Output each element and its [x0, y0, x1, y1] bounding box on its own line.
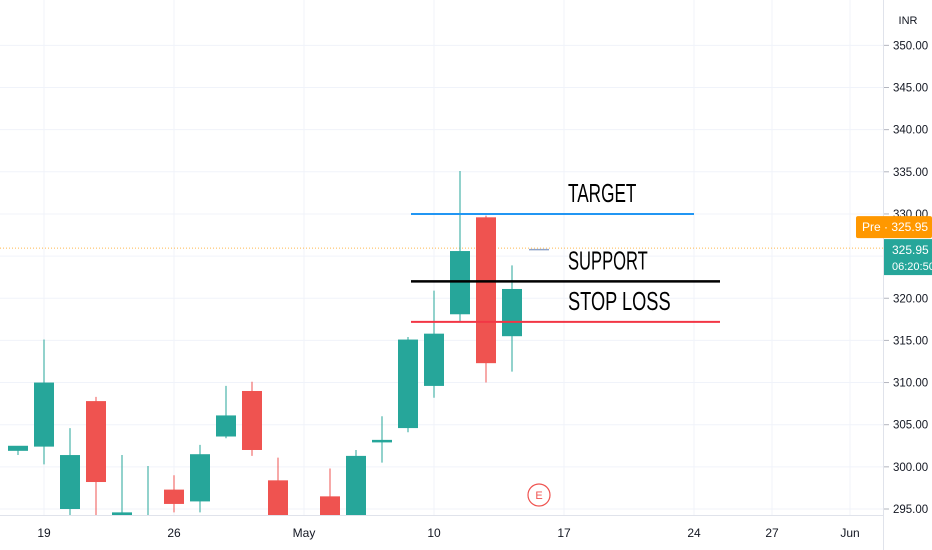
candle-body	[216, 415, 236, 437]
candle-body	[424, 333, 444, 386]
grid-lines	[0, 0, 884, 515]
x-tick-label: 27	[765, 526, 779, 540]
x-tick-label: 19	[37, 526, 51, 540]
candle-body	[242, 390, 262, 450]
annotation-lines[interactable]: TARGET SUPPORT STOP LOSS	[411, 178, 720, 323]
candle	[86, 396, 106, 523]
event-label: E	[535, 490, 542, 502]
y-tick-label: 310.00	[893, 378, 928, 390]
x-tick-label: May	[293, 526, 316, 540]
candle	[502, 265, 522, 372]
candle-body	[34, 382, 54, 447]
y-tick-label: 305.00	[893, 420, 928, 432]
candle	[190, 444, 210, 513]
y-tick-label: 335.00	[893, 167, 928, 179]
y-tick-label: 295.00	[893, 504, 928, 516]
currency-label: INR	[899, 15, 918, 27]
candle	[242, 381, 262, 456]
candle	[216, 385, 236, 439]
candle	[476, 215, 496, 383]
candle-body	[164, 489, 184, 504]
candle-body	[398, 339, 418, 429]
candle-body	[372, 439, 392, 443]
earnings-event-marker[interactable]: E	[527, 483, 551, 507]
x-tick-label: 24	[687, 526, 701, 540]
candle	[424, 290, 444, 398]
countdown-timer: 06:20:50	[892, 261, 932, 273]
candle-body	[190, 454, 210, 502]
candle	[164, 475, 184, 513]
candle	[34, 339, 54, 465]
x-axis-ticks: 19 26 May 10 17 24 27 Jun	[37, 526, 859, 540]
pre-badge-label: Pre · 325.95	[862, 220, 928, 234]
event-circle	[527, 483, 551, 507]
x-tick-label: 26	[167, 526, 181, 540]
candle-body	[8, 445, 28, 451]
last-price-value: 325.95	[892, 243, 929, 257]
candle	[112, 455, 132, 526]
y-tick-label: 320.00	[893, 293, 928, 305]
x-tick-label: Jun	[840, 526, 859, 540]
candle-body	[60, 455, 80, 509]
y-tick-label: 315.00	[893, 335, 928, 347]
candle-body	[112, 512, 132, 518]
annotation-label: SUPPORT	[568, 245, 648, 275]
last-price-badge	[884, 239, 932, 276]
candles	[8, 170, 522, 547]
y-tick-label: 340.00	[893, 125, 928, 137]
candle-body	[86, 401, 106, 483]
candle-body	[450, 251, 470, 315]
candle-body	[502, 288, 522, 337]
annotation-label: STOP LOSS	[568, 286, 671, 316]
candle	[450, 170, 470, 322]
candle	[60, 428, 80, 518]
x-tick-label: 10	[427, 526, 441, 540]
y-tick-label: 300.00	[893, 462, 928, 474]
y-tick-label: 345.00	[893, 83, 928, 95]
x-tick-label: 17	[557, 526, 571, 540]
candle-body	[476, 217, 496, 364]
annotation-label: TARGET	[568, 178, 636, 208]
pre-badge	[856, 216, 932, 239]
price-badges: Pre · 325.95 325.95 06:20:50	[856, 216, 932, 276]
candle	[372, 416, 392, 463]
candle	[398, 337, 418, 433]
y-tick-label: 350.00	[893, 40, 928, 52]
candle	[8, 445, 28, 456]
